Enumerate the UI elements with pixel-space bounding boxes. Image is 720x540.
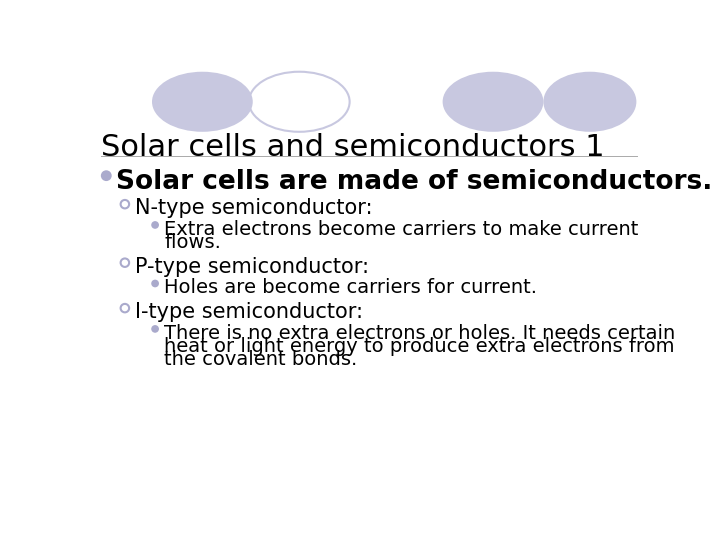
Ellipse shape (443, 72, 544, 132)
Text: Extra electrons become carriers to make current: Extra electrons become carriers to make … (164, 220, 639, 239)
Circle shape (151, 221, 159, 229)
Text: P-type semiconductor:: P-type semiconductor: (135, 256, 369, 276)
Text: the covalent bonds.: the covalent bonds. (164, 350, 358, 369)
Text: I-type semiconductor:: I-type semiconductor: (135, 302, 363, 322)
Text: heat or light energy to produce extra electrons from: heat or light energy to produce extra el… (164, 336, 675, 356)
Circle shape (101, 170, 112, 181)
Circle shape (151, 325, 159, 333)
Text: flows.: flows. (164, 233, 221, 252)
Ellipse shape (152, 72, 253, 132)
Text: There is no extra electrons or holes. It needs certain: There is no extra electrons or holes. It… (164, 323, 675, 342)
Circle shape (151, 280, 159, 287)
Ellipse shape (544, 72, 636, 132)
Text: Holes are become carriers for current.: Holes are become carriers for current. (164, 278, 537, 297)
Text: N-type semiconductor:: N-type semiconductor: (135, 198, 372, 218)
Text: Solar cells are made of semiconductors.: Solar cells are made of semiconductors. (117, 168, 713, 195)
Text: Solar cells and semiconductors 1: Solar cells and semiconductors 1 (101, 132, 605, 161)
